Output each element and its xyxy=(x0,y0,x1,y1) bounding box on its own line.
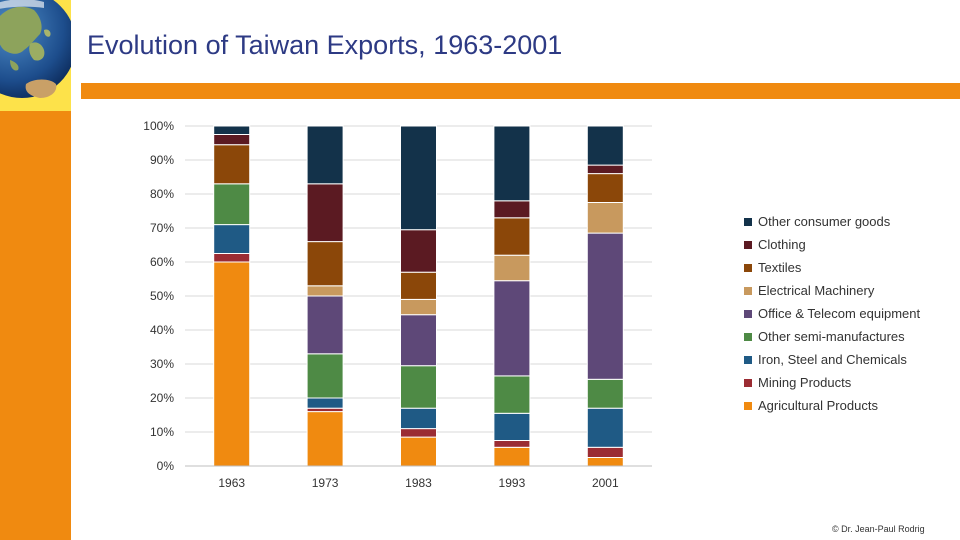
legend-swatch xyxy=(744,401,752,410)
bar-segment xyxy=(400,229,437,273)
page-title: Evolution of Taiwan Exports, 1963-2001 xyxy=(87,30,563,60)
bar-segment xyxy=(306,407,344,413)
bar-segment xyxy=(493,254,531,282)
legend-swatch xyxy=(744,263,752,272)
bar-segment xyxy=(213,125,251,135)
y-tick-label: 80% xyxy=(150,187,174,201)
legend-item: Other semi-manufactures xyxy=(744,325,958,348)
bar-segment xyxy=(400,298,437,316)
legend-label: Office & Telecom equipment xyxy=(758,306,921,321)
bar-segment xyxy=(586,173,624,204)
legend-item: Other consumer goods xyxy=(744,210,958,233)
bar-segment xyxy=(586,125,624,166)
legend-swatch xyxy=(744,355,752,364)
x-tick-label: 1993 xyxy=(499,476,526,490)
bar-segment xyxy=(306,295,344,355)
bar-segment xyxy=(493,125,531,202)
bar-segment xyxy=(306,411,344,467)
bar-segment xyxy=(493,440,531,448)
bar-segment xyxy=(493,446,531,467)
bar-segment xyxy=(586,378,624,409)
y-tick-label: 10% xyxy=(150,425,174,439)
legend-item: Mining Products xyxy=(744,371,958,394)
bar-segment xyxy=(586,457,624,467)
bar-segment xyxy=(400,314,437,367)
bar-segment xyxy=(306,125,344,185)
legend-label: Agricultural Products xyxy=(758,398,878,413)
bar-segment xyxy=(213,224,251,255)
legend-item: Agricultural Products xyxy=(744,394,958,417)
bar-segment xyxy=(400,428,437,438)
legend-item: Iron, Steel and Chemicals xyxy=(744,348,958,371)
legend-item: Clothing xyxy=(744,233,958,256)
y-tick-label: 90% xyxy=(150,153,174,167)
bar-segment xyxy=(493,412,531,441)
bar-segment xyxy=(306,183,344,243)
bar-segment xyxy=(493,375,531,414)
legend-label: Other consumer goods xyxy=(758,214,891,229)
bar-segment xyxy=(493,200,531,219)
legend-item: Office & Telecom equipment xyxy=(744,302,958,325)
globe-icon xyxy=(0,0,71,98)
legend-swatch xyxy=(744,332,752,341)
y-tick-label: 0% xyxy=(157,459,175,473)
bar-segment xyxy=(306,397,344,409)
legend-label: Mining Products xyxy=(758,375,852,390)
bar-segment xyxy=(586,164,624,175)
y-tick-label: 100% xyxy=(143,119,174,133)
chart-legend: Other consumer goods Clothing Textiles Elec… xyxy=(744,210,958,417)
x-tick-label: 2001 xyxy=(592,476,619,490)
bar-segment xyxy=(306,353,344,399)
legend-label: Clothing xyxy=(758,237,806,252)
y-tick-label: 30% xyxy=(150,357,174,371)
legend-label: Electrical Machinery xyxy=(758,283,875,298)
y-tick-label: 60% xyxy=(150,255,174,269)
legend-swatch xyxy=(744,309,752,318)
bar-segment xyxy=(586,202,624,234)
x-tick-label: 1973 xyxy=(312,476,339,490)
legend-item: Textiles xyxy=(744,256,958,279)
title-rule xyxy=(81,83,960,99)
legend-item: Electrical Machinery xyxy=(744,279,958,302)
legend-label: Other semi-manufactures xyxy=(758,329,905,344)
bar-segment xyxy=(586,407,624,448)
bar-segment xyxy=(213,183,251,226)
legend-swatch xyxy=(744,217,752,226)
bar-segment xyxy=(213,261,251,467)
bar-segment xyxy=(213,134,251,146)
bar-segment xyxy=(493,217,531,256)
bar-segment xyxy=(306,285,344,297)
bar-segment xyxy=(400,271,437,300)
bar-segment xyxy=(400,436,437,467)
bar-segment xyxy=(400,365,437,409)
y-tick-label: 50% xyxy=(150,289,174,303)
legend-swatch xyxy=(744,286,752,295)
bar-segment xyxy=(213,144,251,185)
legend-label: Textiles xyxy=(758,260,802,275)
bar-segment xyxy=(306,241,344,287)
x-tick-label: 1983 xyxy=(405,476,432,490)
y-tick-label: 40% xyxy=(150,323,174,337)
bar-segment xyxy=(586,446,624,458)
x-tick-label: 1963 xyxy=(218,476,245,490)
legend-swatch xyxy=(744,240,752,249)
copyright-text: © Dr. Jean-Paul Rodrig xyxy=(832,524,925,534)
legend-label: Iron, Steel and Chemicals xyxy=(758,352,907,367)
y-tick-label: 20% xyxy=(150,391,174,405)
bar-segment xyxy=(493,280,531,377)
bar-segment xyxy=(586,232,624,380)
legend-swatch xyxy=(744,378,752,387)
bar-segment xyxy=(400,125,437,231)
y-tick-label: 70% xyxy=(150,221,174,235)
globe-logo xyxy=(0,0,71,111)
bar-segment xyxy=(213,253,251,263)
bar-segment xyxy=(400,407,437,430)
